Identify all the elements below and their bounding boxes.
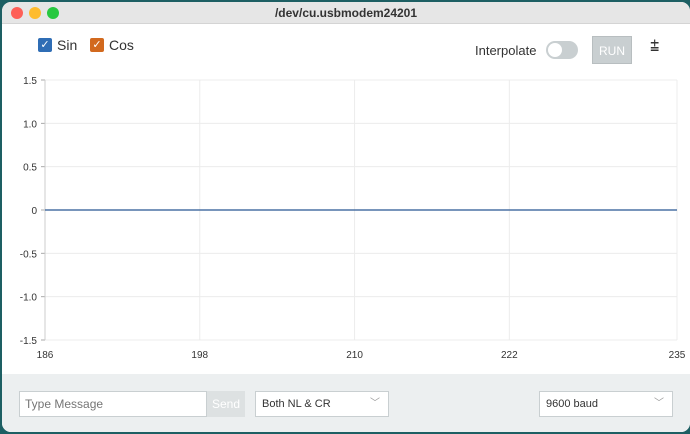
line-ending-select[interactable]: Both NL & CR ﹀: [255, 391, 389, 417]
x-tick-label: 186: [37, 350, 54, 361]
message-input[interactable]: [19, 391, 207, 417]
title-bar: /dev/cu.usbmodem24201: [2, 2, 690, 24]
y-tick-label: -1.5: [20, 336, 38, 347]
checkmark-icon: ✓: [90, 38, 104, 52]
clear-list-icon[interactable]: ⩲: [650, 38, 660, 55]
baud-select[interactable]: 9600 baud ﹀: [539, 391, 673, 417]
y-tick-label: 1.5: [23, 76, 37, 87]
y-tick-label: -1.0: [20, 293, 38, 304]
run-button[interactable]: RUN: [592, 36, 632, 64]
checkmark-icon: ✓: [38, 38, 52, 52]
chevron-down-icon: ﹀: [654, 398, 664, 409]
send-button[interactable]: Send: [207, 391, 245, 417]
y-tick-label: 0: [31, 206, 37, 217]
toolbar: ✓ Sin ✓ Cos Interpolate RUN ⩲: [2, 24, 690, 74]
y-tick-label: -0.5: [20, 249, 38, 260]
window-title: /dev/cu.usbmodem24201: [274, 6, 418, 20]
x-tick-label: 198: [191, 350, 208, 361]
sin-label: Sin: [57, 37, 78, 53]
chevron-down-icon: ﹀: [370, 398, 380, 409]
interpolate-toggle[interactable]: [546, 41, 578, 59]
baud-value: 9600 baud: [546, 398, 598, 410]
footer: Send Both NL & CR ﹀ 9600 baud ﹀: [2, 374, 690, 432]
close-button[interactable]: [11, 7, 23, 19]
y-tick-label: 0.5: [23, 163, 37, 174]
x-tick-label: 210: [346, 350, 363, 361]
minimize-button[interactable]: [29, 7, 41, 19]
x-tick-label: 222: [501, 350, 518, 361]
line-ending-value: Both NL & CR: [262, 398, 331, 410]
cos-label: Cos: [109, 37, 134, 53]
x-tick-label: 235: [669, 350, 686, 361]
zoom-button[interactable]: [47, 7, 59, 19]
plot-area: 1.5 1.0 0.5 0 -0.5 -1.0 -1.5 186 198 210 222 235: [20, 76, 686, 361]
interpolate-label: Interpolate: [475, 43, 537, 58]
y-tick-label: 1.0: [23, 119, 37, 130]
cos-checkbox[interactable]: ✓ Cos: [90, 37, 134, 53]
sin-checkbox[interactable]: ✓ Sin: [38, 37, 77, 53]
